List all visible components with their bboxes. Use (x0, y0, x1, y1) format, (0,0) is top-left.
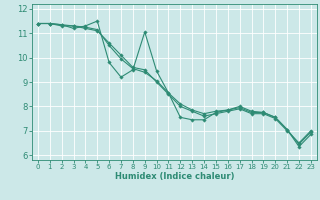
X-axis label: Humidex (Indice chaleur): Humidex (Indice chaleur) (115, 172, 234, 181)
